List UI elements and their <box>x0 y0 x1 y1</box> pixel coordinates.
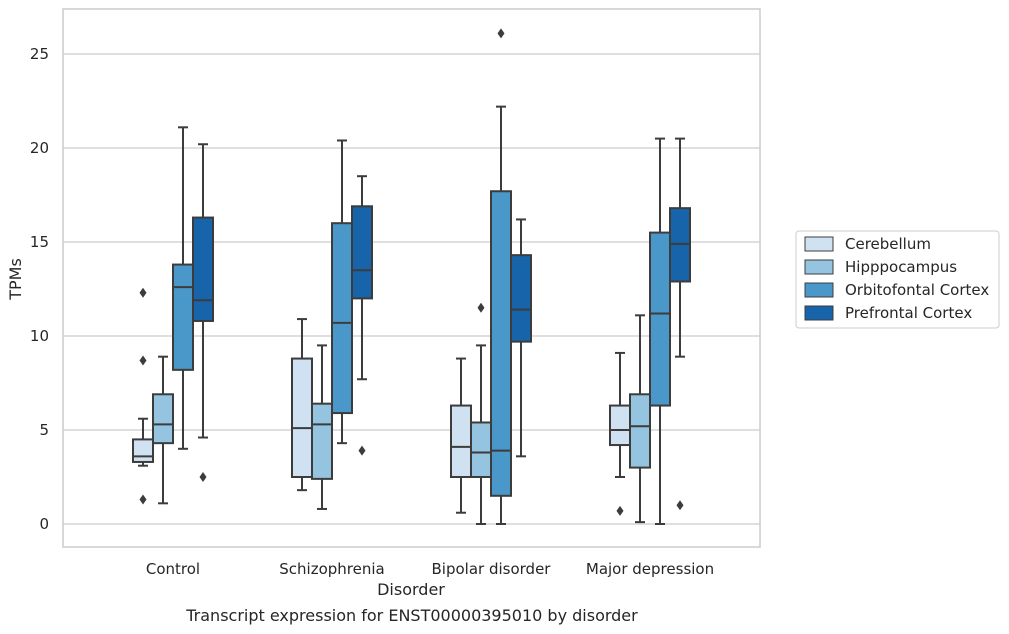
y-tick-label: 15 <box>30 233 49 251</box>
legend-swatch <box>804 305 834 321</box>
outlier-point <box>139 494 147 505</box>
x-tick-label: Control <box>146 560 200 578</box>
outlier-point <box>139 355 147 366</box>
box <box>291 318 313 492</box>
box <box>132 287 154 505</box>
box-body <box>291 357 313 478</box>
box <box>470 302 492 525</box>
outlier-point <box>676 500 684 511</box>
legend: Cerebellum Hipppocampus Orbitofontal Corte… <box>795 230 1000 329</box>
box-body <box>490 190 512 497</box>
box <box>669 137 691 511</box>
box-body <box>331 222 353 415</box>
box-body <box>510 254 532 343</box>
y-tick-label: 10 <box>30 327 49 345</box>
figure-caption: Transcript expression for ENST0000039501… <box>186 606 638 625</box>
box <box>649 137 671 525</box>
outlier-point <box>358 445 366 456</box>
legend-label: Cerebellum <box>845 235 931 253</box>
boxes <box>132 28 691 525</box>
box <box>629 314 651 524</box>
x-tick-label: Bipolar disorder <box>432 560 552 578</box>
box <box>609 351 631 516</box>
box-body <box>629 393 651 469</box>
box-body <box>470 421 492 479</box>
outlier-point <box>477 302 485 313</box>
legend-label: Prefrontal Cortex <box>845 304 972 322</box>
box-body <box>172 263 194 371</box>
legend-label: Orbitofontal Cortex <box>845 281 989 299</box>
box-body <box>609 404 631 447</box>
box-body <box>132 438 154 463</box>
box <box>351 175 373 456</box>
box <box>450 357 472 514</box>
box-body <box>450 404 472 478</box>
x-tick-label: Major depression <box>586 560 714 578</box>
outlier-point <box>199 472 207 482</box>
box-body <box>351 205 373 300</box>
x-tick-labels: Control Schizophrenia Bipolar disorder Majo… <box>146 560 714 578</box>
box <box>192 143 214 482</box>
legend-swatch <box>804 259 834 275</box>
box-body <box>152 393 174 445</box>
legend-swatch <box>804 282 834 298</box>
box <box>311 344 333 510</box>
y-tick-label: 20 <box>30 139 49 157</box>
box <box>331 139 353 445</box>
y-axis-label: TPMs <box>6 258 25 301</box>
y-tick-labels: 0 5 10 15 20 25 <box>30 45 49 533</box>
outlier-point <box>497 28 505 39</box>
y-tick-label: 25 <box>30 45 49 63</box>
box <box>172 126 194 450</box>
legend-label: Hipppocampus <box>845 258 957 276</box>
plot-frame <box>62 8 761 548</box>
box-body <box>311 402 333 480</box>
x-axis-label: Disorder <box>377 580 445 599</box>
box <box>510 218 532 458</box>
box-body <box>649 231 671 407</box>
legend-swatch <box>804 236 834 252</box>
box <box>490 28 512 525</box>
x-tick-label: Schizophrenia <box>279 560 384 578</box>
box <box>152 355 174 505</box>
y-tick-label: 0 <box>39 515 49 533</box>
legend-frame <box>795 230 1000 329</box>
outlier-point <box>616 505 624 516</box>
outlier-point <box>139 287 147 298</box>
box-body <box>192 216 214 322</box>
y-tick-label: 5 <box>39 421 49 439</box>
